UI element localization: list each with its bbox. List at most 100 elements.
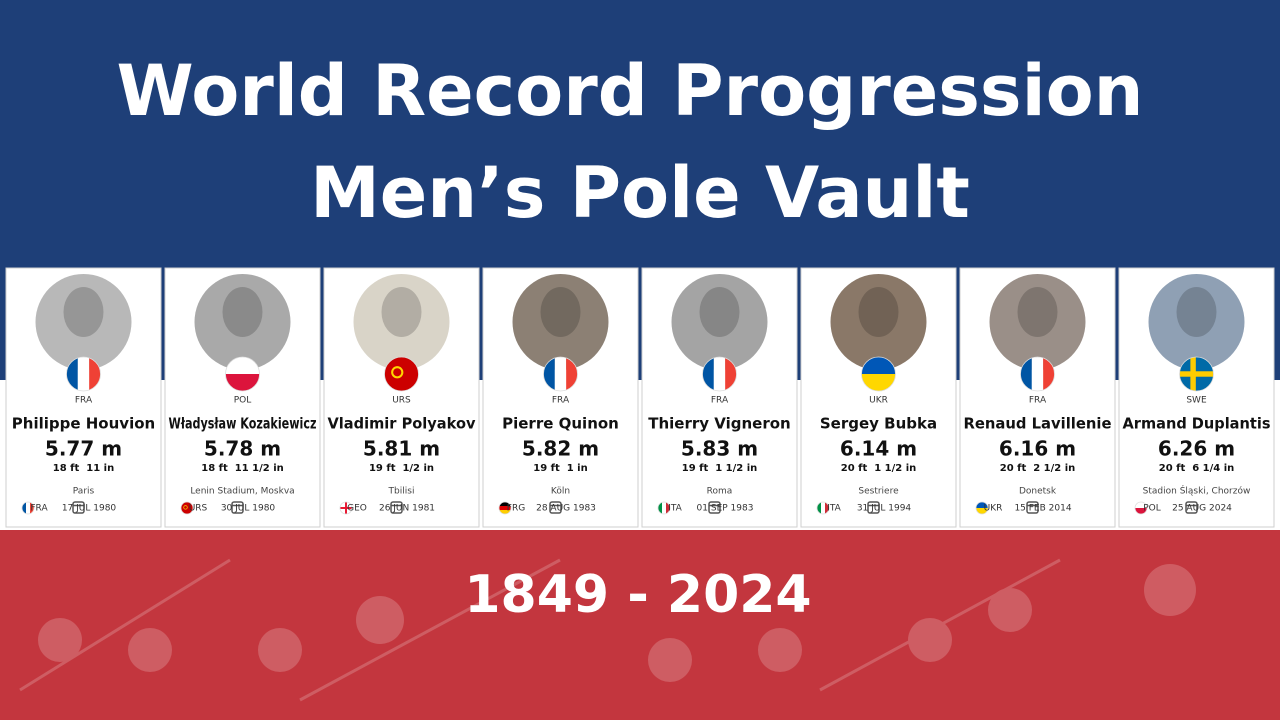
- record-date: 26 JUN 1981: [379, 504, 435, 514]
- calendar-icon: [1185, 501, 1198, 514]
- flag: [499, 502, 511, 514]
- flag: [861, 357, 896, 391]
- venue: Paris: [73, 487, 95, 497]
- record-mark: 6.16 m: [999, 437, 1076, 461]
- record-card: UKR Sergey Bubka 6.14 m 20 ft 1 1/2 in Sestr…: [800, 267, 957, 528]
- photo-figure: [63, 287, 104, 337]
- venue-country: FRA: [30, 504, 48, 514]
- venue-country: POL: [1143, 504, 1161, 514]
- venue: Sestriere: [858, 487, 899, 497]
- athlete-photo: [353, 274, 450, 370]
- photo-figure: [381, 287, 422, 337]
- flag: [181, 502, 193, 514]
- athlete-photo: [671, 274, 768, 370]
- flag: [66, 357, 101, 391]
- athlete-name: Sergey Bubka: [820, 415, 937, 433]
- photo-figure: [858, 287, 899, 337]
- record-card: FRA Thierry Vigneron 5.83 m 19 ft 1 1/2 in R…: [641, 267, 798, 528]
- athlete-name: Vladimir Polyakov: [328, 415, 476, 433]
- calendar-icon: [231, 501, 244, 514]
- calendar-icon: [867, 501, 880, 514]
- flag: [225, 357, 260, 391]
- record-card: FRA Renaud Lavillenie 6.16 m 20 ft 2 1/2 in…: [959, 267, 1116, 528]
- venue-country: URS: [189, 504, 208, 514]
- bottom-band: [0, 530, 1280, 720]
- venue: Lenin Stadium, Moskva: [190, 487, 294, 497]
- athlete-name: Władysław Kozakiewicz: [169, 415, 317, 433]
- record-card: FRA Pierre Quinon 5.82 m 19 ft 1 in Köln FRG 2…: [482, 267, 639, 528]
- athlete-country: FRA: [1029, 396, 1047, 406]
- flag: [817, 502, 829, 514]
- venue: Donetsk: [1019, 487, 1057, 497]
- record-date: 30 JUL 1980: [221, 504, 276, 514]
- athlete-photo: [194, 274, 291, 370]
- record-imperial: 20 ft 2 1/2 in: [1000, 463, 1076, 474]
- venue-country: FRG: [507, 504, 525, 514]
- venue: Tbilisi: [388, 487, 415, 497]
- flag: [1135, 502, 1147, 514]
- record-mark: 5.78 m: [204, 437, 281, 461]
- athlete-photo: [35, 274, 132, 370]
- athlete-country: URS: [392, 396, 411, 406]
- title-line2: Men’s Pole Vault: [310, 152, 970, 234]
- record-card: FRA Philippe Houvion 5.77 m 18 ft 11 in Pari…: [5, 267, 162, 528]
- record-imperial: 18 ft 11 in: [53, 463, 114, 474]
- athlete-photo: [512, 274, 609, 370]
- record-date: 15 FEB 2014: [1014, 504, 1071, 514]
- venue-country: UKR: [984, 504, 1003, 514]
- photo-figure: [1017, 287, 1058, 337]
- flag: [658, 502, 670, 514]
- flag: [543, 357, 578, 391]
- athlete-name: Philippe Houvion: [12, 415, 155, 433]
- athlete-country: POL: [234, 396, 252, 406]
- flag: [340, 502, 352, 514]
- cards: FRA Philippe Houvion 5.77 m 18 ft 11 in Pari…: [5, 267, 1275, 528]
- venue: Roma: [707, 487, 733, 497]
- record-imperial: 19 ft 1 1/2 in: [682, 463, 758, 474]
- record-mark: 6.26 m: [1158, 437, 1235, 461]
- calendar-icon: [549, 501, 562, 514]
- athlete-country: FRA: [711, 396, 729, 406]
- calendar-icon: [1026, 501, 1039, 514]
- venue: Köln: [551, 487, 570, 497]
- record-date: 25 AUG 2024: [1172, 504, 1232, 514]
- flag: [1179, 357, 1214, 391]
- flag: [702, 357, 737, 391]
- flag: [384, 357, 419, 391]
- record-date: 17 JUL 1980: [62, 504, 117, 514]
- record-date: 28 AUG 1983: [536, 504, 596, 514]
- athlete-country: SWE: [1186, 396, 1207, 406]
- flag: [1020, 357, 1055, 391]
- photo-figure: [699, 287, 740, 337]
- year-range: 1849 - 2024: [464, 565, 811, 625]
- vaulter-silhouettes: [19, 558, 1196, 702]
- record-card: URS Vladimir Polyakov 5.81 m 19 ft 1/2 in Tb…: [323, 267, 480, 528]
- record-date: 01 SEP 1983: [697, 504, 754, 514]
- flag: [22, 502, 34, 514]
- athlete-name: Renaud Lavillenie: [964, 415, 1112, 433]
- photo-figure: [222, 287, 263, 337]
- record-imperial: 19 ft 1/2 in: [369, 463, 434, 474]
- athlete-name: Thierry Vigneron: [648, 415, 790, 433]
- venue-country: GEO: [347, 504, 367, 514]
- venue-country: ITA: [827, 504, 841, 514]
- athlete-country: UKR: [869, 396, 888, 406]
- venue: Stadion Śląski, Chorzów: [1143, 485, 1251, 497]
- calendar-icon: [72, 501, 85, 514]
- record-mark: 5.77 m: [45, 437, 122, 461]
- athlete-photo: [1148, 274, 1245, 370]
- record-imperial: 20 ft 1 1/2 in: [841, 463, 917, 474]
- record-mark: 5.83 m: [681, 437, 758, 461]
- photo-figure: [1176, 287, 1217, 337]
- record-imperial: 18 ft 11 1/2 in: [201, 463, 284, 474]
- athlete-country: FRA: [552, 396, 570, 406]
- athlete-photo: [989, 274, 1086, 370]
- athlete-name: Armand Duplantis: [1123, 415, 1271, 433]
- athlete-country: FRA: [75, 396, 93, 406]
- calendar-icon: [390, 501, 403, 514]
- venue-country: ITA: [668, 504, 682, 514]
- record-mark: 6.14 m: [840, 437, 917, 461]
- record-card: POL Władysław Kozakiewicz 5.78 m 18 ft 11 1…: [164, 267, 321, 528]
- record-card: SWE Armand Duplantis 6.26 m 20 ft 6 1/4 in S…: [1118, 267, 1275, 528]
- record-mark: 5.82 m: [522, 437, 599, 461]
